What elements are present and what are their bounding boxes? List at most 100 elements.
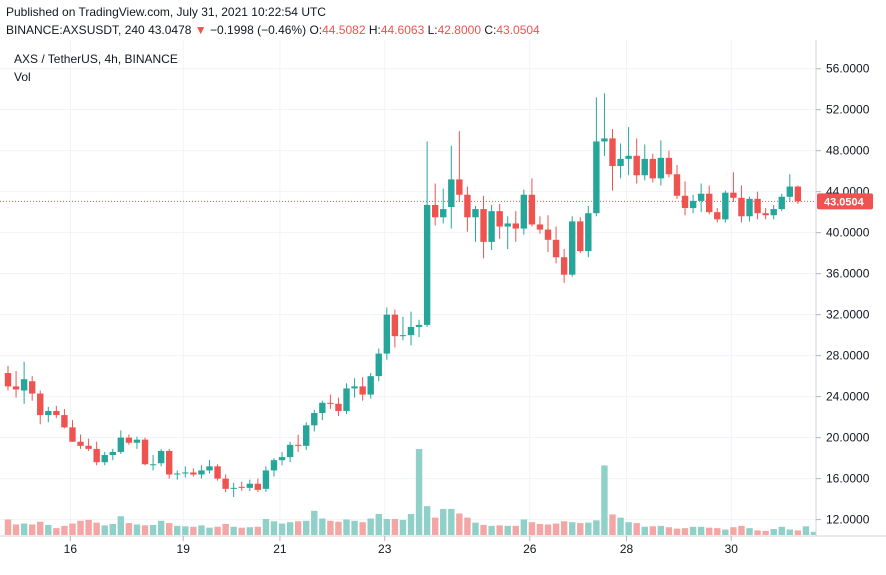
candle-body xyxy=(569,221,576,275)
candle-body xyxy=(335,403,342,411)
volume-bar xyxy=(585,522,592,535)
candle-body xyxy=(440,209,447,218)
candle-body xyxy=(786,186,794,197)
candle-body xyxy=(53,410,60,416)
volume-bar xyxy=(504,525,511,535)
time-tick-label: 16 xyxy=(64,542,78,556)
volume-bar xyxy=(12,524,20,535)
volume-bar xyxy=(20,523,28,535)
symbol-label: BINANCE:AXSUSDT, 240 xyxy=(6,23,145,37)
candle xyxy=(206,460,213,474)
candle xyxy=(601,93,608,156)
volume-bar xyxy=(214,526,221,535)
time-tick-label: 28 xyxy=(620,542,634,556)
candle-body xyxy=(12,386,20,390)
candle xyxy=(303,422,310,450)
volume-bar xyxy=(641,526,648,535)
volume-bar xyxy=(311,510,318,535)
candle xyxy=(12,371,20,398)
candle xyxy=(697,183,705,213)
candle-body xyxy=(746,198,753,217)
volume-bar xyxy=(697,526,705,535)
candle-body xyxy=(311,413,318,426)
candle-body xyxy=(246,483,253,488)
volume-bar xyxy=(367,518,374,535)
candle-body xyxy=(520,194,528,229)
volume-bar xyxy=(512,525,519,535)
candle xyxy=(512,211,519,242)
volume-bar xyxy=(762,530,769,535)
volume-bar xyxy=(488,525,495,535)
price-tick-label: 36.0000 xyxy=(826,267,870,281)
candle-body xyxy=(319,402,326,414)
volume-bar xyxy=(407,513,415,535)
volume-bar xyxy=(706,527,713,535)
open-label: O: xyxy=(309,23,323,37)
candle-body xyxy=(673,174,681,196)
volume-bar xyxy=(327,520,334,535)
candle xyxy=(657,140,665,186)
candle-body xyxy=(20,379,28,391)
low-value: 42.8000 xyxy=(437,23,481,37)
price-tick-label: 40.0000 xyxy=(826,226,870,240)
candle-body xyxy=(649,158,656,179)
candle-body xyxy=(117,437,125,452)
candle-body xyxy=(722,192,729,220)
candle xyxy=(270,458,278,477)
candle xyxy=(617,143,624,179)
candle xyxy=(762,208,769,220)
candle-body xyxy=(706,193,713,213)
candle-body xyxy=(69,427,76,442)
candle xyxy=(383,307,391,360)
chart-frame[interactable]: 12.0000 16.0000 20.0000 24.0000 28.0000 32.00… xyxy=(0,40,886,570)
candle-body xyxy=(552,239,560,258)
volume-bar xyxy=(375,513,382,535)
candle-body xyxy=(343,388,350,411)
candle-body xyxy=(93,448,100,463)
price-axis-background xyxy=(816,40,886,570)
candle xyxy=(593,97,600,217)
candle-body xyxy=(222,478,229,489)
volume-bar xyxy=(141,525,149,535)
candle-body xyxy=(697,193,705,201)
candle-body xyxy=(149,464,157,466)
volume-bar xyxy=(689,526,697,535)
price-chart[interactable]: 12.0000 16.0000 20.0000 24.0000 28.0000 32.00… xyxy=(0,40,886,570)
candle-body xyxy=(617,158,624,167)
volume-bar xyxy=(601,465,608,535)
volume-bar xyxy=(802,526,810,535)
candle-body xyxy=(174,473,181,475)
candle xyxy=(794,185,802,204)
volume-bar xyxy=(415,449,423,535)
candle-body xyxy=(327,402,334,404)
candle xyxy=(649,153,656,183)
volume-bar xyxy=(383,518,391,535)
candle-body xyxy=(351,386,358,389)
candle xyxy=(585,206,592,258)
candle-body xyxy=(472,209,479,218)
volume-bar xyxy=(61,525,68,535)
chart-legend-title: AXS / TetherUS, 4h, BINANCE xyxy=(14,52,178,66)
time-tick-label: 23 xyxy=(378,542,392,556)
volume-bar xyxy=(464,517,471,535)
volume-bar xyxy=(93,522,100,535)
candle xyxy=(375,348,382,382)
candle-body xyxy=(657,157,665,179)
candle xyxy=(28,376,36,401)
volume-bar xyxy=(593,520,600,535)
candle-body xyxy=(367,376,374,395)
volume-bar xyxy=(278,523,286,535)
volume-bar xyxy=(174,525,181,535)
time-axis[interactable]: 16 19 21 23 26 28 30 xyxy=(64,536,739,556)
volume-bar xyxy=(198,525,205,535)
volume-bar xyxy=(45,524,52,535)
candle-body xyxy=(464,194,471,218)
candle-body xyxy=(456,179,463,195)
high-label: H: xyxy=(368,23,381,37)
candle xyxy=(141,437,149,466)
candle xyxy=(480,195,487,259)
candle-body xyxy=(375,353,382,377)
volume-bar xyxy=(657,525,665,535)
candle-body xyxy=(585,213,592,252)
last-price-tag-text: 43.0504 xyxy=(824,196,865,208)
